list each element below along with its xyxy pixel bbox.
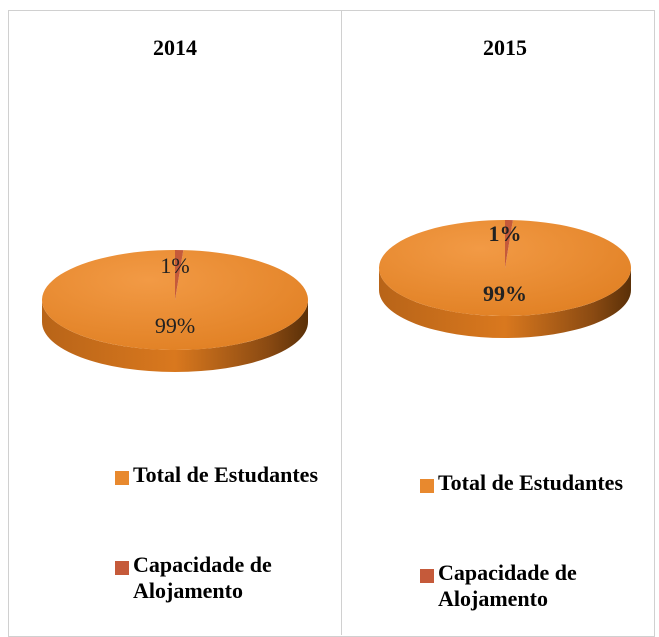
divider bbox=[341, 10, 342, 635]
legend-swatch bbox=[420, 479, 434, 493]
chart-title: 2014 bbox=[153, 35, 197, 60]
pie-slice bbox=[379, 220, 632, 317]
chart-title: 2015 bbox=[483, 35, 527, 60]
legend-entry: Total de Estudantes bbox=[420, 470, 628, 496]
pie-side bbox=[379, 268, 631, 338]
legend-label: Total de Estudantes bbox=[133, 462, 319, 487]
legend-swatch bbox=[115, 471, 129, 485]
pie-slice bbox=[175, 250, 184, 300]
legend-label: Capacidade de Alojamento bbox=[133, 552, 272, 603]
pie-side bbox=[42, 300, 308, 372]
legend-swatch bbox=[115, 561, 129, 575]
legend-label: Total de Estudantes bbox=[438, 470, 624, 495]
legend-entry: Capacidade de Alojamento bbox=[115, 552, 323, 604]
legend-label: Capacidade de Alojamento bbox=[438, 560, 577, 611]
data-label: 99% bbox=[155, 313, 195, 338]
data-label: 99% bbox=[483, 281, 527, 306]
pie-chart: 2014 99% 1% bbox=[42, 35, 309, 372]
legend-entry: Capacidade de Alojamento bbox=[420, 560, 628, 612]
legend-swatch bbox=[420, 569, 434, 583]
legend-entry: Total de Estudantes bbox=[115, 462, 323, 488]
pie-chart: 2015 99% 1% bbox=[379, 35, 632, 338]
pie-slice bbox=[42, 250, 309, 350]
pie-slice bbox=[505, 220, 513, 268]
data-label: 1% bbox=[489, 221, 522, 246]
data-label: 1% bbox=[160, 253, 189, 278]
